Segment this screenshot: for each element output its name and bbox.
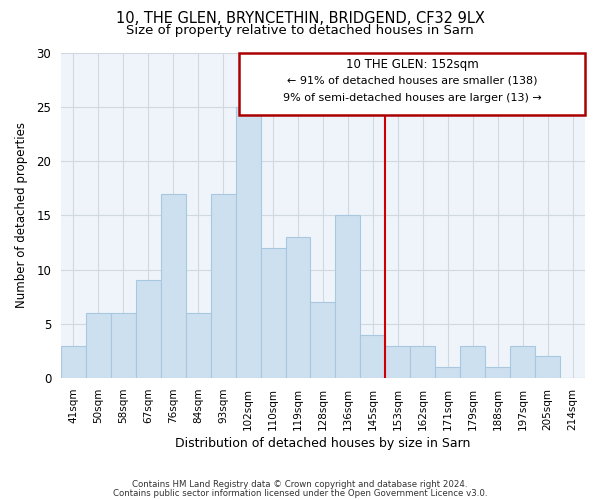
Bar (385, 346, 410, 378)
Text: Size of property relative to detached houses in Sarn: Size of property relative to detached ho… (126, 24, 474, 37)
Bar (435, 368, 460, 378)
Bar (211, 194, 236, 378)
Y-axis label: Number of detached properties: Number of detached properties (15, 122, 28, 308)
Bar (61, 346, 86, 378)
X-axis label: Distribution of detached houses by size in Sarn: Distribution of detached houses by size … (175, 437, 470, 450)
Text: ← 91% of detached houses are smaller (138): ← 91% of detached houses are smaller (13… (287, 76, 537, 86)
Bar (410, 346, 435, 378)
Bar (260, 248, 286, 378)
Bar (310, 302, 335, 378)
Bar (186, 313, 211, 378)
Bar (161, 194, 186, 378)
Bar (286, 237, 310, 378)
Bar (485, 368, 510, 378)
Bar (535, 356, 560, 378)
Bar (86, 313, 111, 378)
Bar (111, 313, 136, 378)
Text: Contains HM Land Registry data © Crown copyright and database right 2024.: Contains HM Land Registry data © Crown c… (132, 480, 468, 489)
Bar (510, 346, 535, 378)
Bar (335, 216, 361, 378)
Bar (361, 335, 385, 378)
Text: 10, THE GLEN, BRYNCETHIN, BRIDGEND, CF32 9LX: 10, THE GLEN, BRYNCETHIN, BRIDGEND, CF32… (116, 11, 484, 26)
Text: 10 THE GLEN: 152sqm: 10 THE GLEN: 152sqm (346, 58, 478, 71)
Bar (136, 280, 161, 378)
Text: Contains public sector information licensed under the Open Government Licence v3: Contains public sector information licen… (113, 488, 487, 498)
Text: 9% of semi-detached houses are larger (13) →: 9% of semi-detached houses are larger (1… (283, 93, 541, 103)
Bar (236, 107, 260, 378)
Bar (460, 346, 485, 378)
FancyBboxPatch shape (239, 52, 584, 116)
